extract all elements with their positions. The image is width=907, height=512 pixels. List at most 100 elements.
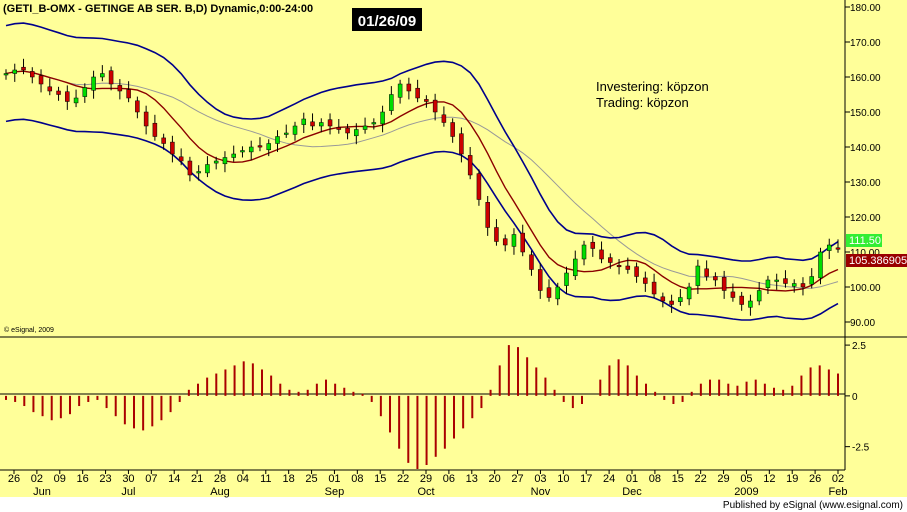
x-day-label: 05 — [740, 473, 752, 485]
candle-body — [196, 171, 201, 174]
osc-ticks: 2.5 0 -2.5 — [845, 341, 870, 454]
candle-body — [126, 89, 131, 99]
price-axis-label: 180.00 — [850, 3, 881, 14]
x-day-label: 25 — [305, 473, 317, 485]
date-box — [352, 8, 422, 31]
price-axis-label: 130.00 — [850, 178, 881, 189]
candle-body — [143, 111, 149, 127]
candle-body — [502, 238, 508, 246]
lower-band-line — [5, 118, 839, 321]
candle-body — [783, 278, 788, 284]
annotation-investering: Investering: köpzon — [596, 79, 709, 94]
candle-body — [91, 76, 96, 91]
candle-body — [660, 296, 666, 302]
x-month-label: Jul — [121, 486, 135, 498]
candle-body — [284, 132, 289, 135]
x-day-label: 01 — [328, 473, 340, 485]
candle-body — [511, 234, 517, 247]
candle-body — [56, 90, 61, 95]
x-day-label: 10 — [557, 473, 569, 485]
candle-body — [678, 297, 683, 302]
x-day-label: 04 — [237, 473, 249, 485]
candle-body — [205, 164, 210, 174]
candle-body — [669, 300, 674, 305]
candle-body — [301, 118, 307, 125]
x-day-label: 26 — [809, 473, 821, 485]
price-axis-label: 170.00 — [850, 38, 881, 49]
candle-body — [459, 133, 464, 155]
price-axis-label: 100.00 — [850, 283, 881, 294]
candle-body — [389, 94, 394, 111]
candle-body — [599, 249, 604, 260]
candle-body — [266, 143, 271, 151]
x-month-label: 2009 — [734, 486, 758, 498]
candle-body — [713, 276, 718, 281]
x-day-label: 30 — [122, 473, 134, 485]
candle-body — [590, 241, 596, 249]
candle-body — [774, 279, 779, 282]
candle-body — [432, 99, 438, 113]
candle-body — [187, 160, 193, 176]
candle-body — [65, 91, 70, 102]
footer-text: Published by eSignal (www.esignal.com) — [723, 500, 903, 511]
osc-axis-label: -2.5 — [852, 443, 870, 454]
candle-body — [371, 122, 377, 125]
x-day-label: 22 — [397, 473, 409, 485]
candle-body — [327, 119, 333, 127]
copyright-text: © eSignal, 2009 — [4, 326, 54, 334]
candle-body — [826, 244, 832, 251]
x-day-label: 16 — [77, 473, 89, 485]
candle-body — [616, 265, 622, 268]
footer-strip — [0, 497, 907, 512]
candle-body — [38, 75, 44, 85]
candle-body — [818, 251, 823, 279]
candle-body — [240, 150, 245, 153]
x-day-label: 02 — [31, 473, 43, 485]
x-day-label: 07 — [145, 473, 157, 485]
candle-body — [292, 125, 298, 135]
x-month-label: Feb — [829, 486, 848, 498]
candle-body — [564, 272, 569, 286]
candle-body — [415, 87, 420, 99]
x-month-label: Nov — [531, 486, 551, 498]
last-price-text: 111.50 — [849, 235, 881, 247]
candle-body — [450, 122, 455, 137]
x-day-label: 27 — [511, 473, 523, 485]
candle-body — [73, 97, 79, 104]
x-month-label: Oct — [417, 486, 434, 498]
candle-body — [546, 287, 552, 298]
candle-body — [336, 127, 342, 130]
x-day-label: 15 — [672, 473, 684, 485]
candle-body — [520, 232, 525, 253]
candle-body — [424, 99, 429, 102]
candle-body — [310, 121, 315, 127]
x-month-label: Jun — [33, 486, 51, 498]
x-day-label: 06 — [443, 473, 455, 485]
chart-title: (GETI_B-OMX - GETINGE AB SER. B,D) Dynam… — [3, 3, 313, 15]
candle-body — [152, 122, 158, 137]
candle-body — [248, 146, 254, 153]
x-day-label: 17 — [580, 473, 592, 485]
x-day-label: 19 — [786, 473, 798, 485]
candle-body — [739, 295, 744, 305]
upper-band-line — [5, 22, 839, 262]
candle-body — [555, 286, 560, 300]
x-day-label: 23 — [99, 473, 111, 485]
candle-body — [494, 227, 499, 242]
candle-body — [362, 125, 368, 130]
candle-body — [170, 141, 175, 155]
candle-body — [704, 268, 709, 277]
price-grid: 180.00 170.00 160.00 150.00 140.00 130.00 120.… — [845, 3, 881, 329]
x-day-label: 03 — [534, 473, 546, 485]
candle-body — [108, 70, 114, 85]
candle-body — [345, 127, 350, 134]
candle-body — [625, 265, 631, 270]
x-day-label: 21 — [191, 473, 203, 485]
x-day-label: 29 — [717, 473, 729, 485]
candle-body — [765, 279, 771, 288]
x-day-label: 14 — [168, 473, 180, 485]
candle-body — [213, 160, 219, 164]
candle-body — [748, 300, 753, 308]
price-axis-label: 150.00 — [850, 108, 881, 119]
